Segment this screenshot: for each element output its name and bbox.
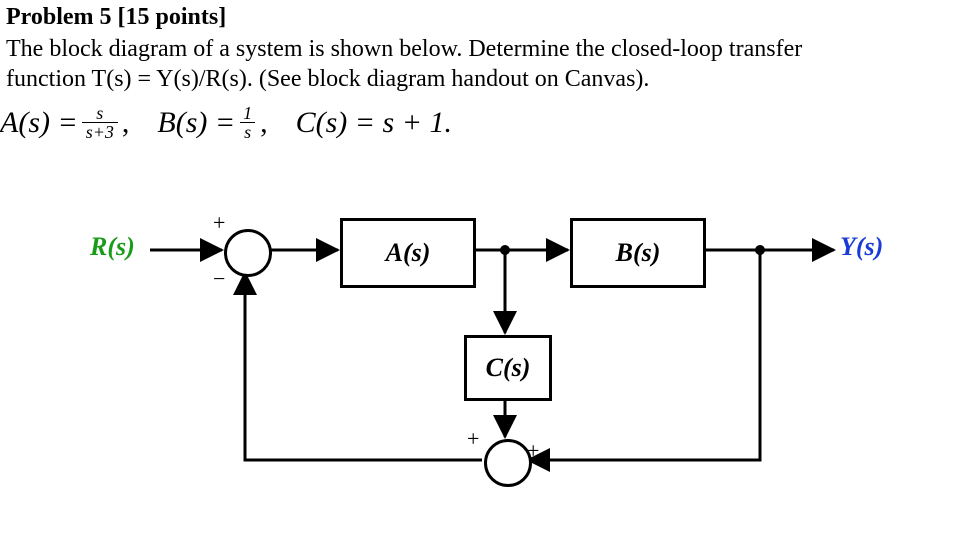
eq-A-lhs: A(s) =: [0, 106, 78, 140]
eq-B-frac: 1 s: [239, 104, 256, 141]
block-C-label: C(s): [486, 353, 531, 383]
problem-heading: Problem 5 [15 points]: [6, 4, 226, 31]
sum2-plus-right: +: [527, 438, 539, 464]
block-B: B(s): [570, 218, 706, 288]
block-B-label: B(s): [616, 238, 661, 268]
block-diagram: R(s) Y(s) A(s) B(s) C(s) + − + +: [80, 200, 900, 530]
equation-definitions: A(s) = s s+3 , B(s) = 1 s , C(s) = s + 1…: [0, 104, 480, 141]
eq-A-num: s: [92, 104, 107, 122]
sum2-plus-left: +: [467, 426, 479, 452]
pickoff-point-Y: [755, 245, 765, 255]
summing-junction-2: [484, 439, 532, 487]
eq-C: C(s) = s + 1.: [296, 106, 452, 140]
block-A: A(s): [340, 218, 476, 288]
sum1-minus-sign: −: [213, 266, 225, 292]
eq-A-tail: ,: [122, 106, 130, 140]
eq-A: A(s) = s s+3 ,: [0, 104, 129, 141]
pickoff-point-A-out: [500, 245, 510, 255]
input-label-R: R(s): [90, 232, 135, 262]
sum1-plus-sign: +: [213, 210, 225, 236]
eq-A-frac: s s+3: [82, 104, 118, 141]
body-line-2: function T(s) = Y(s)/R(s). (See block di…: [6, 66, 649, 92]
eq-B-num: 1: [239, 104, 256, 122]
eq-B-den: s: [240, 122, 255, 141]
output-label-Y: Y(s): [840, 232, 883, 262]
block-A-label: A(s): [386, 238, 431, 268]
eq-B-tail: ,: [260, 106, 268, 140]
eq-B: B(s) = 1 s ,: [157, 104, 267, 141]
body-line-1: The block diagram of a system is shown b…: [6, 36, 802, 62]
eq-B-lhs: B(s) =: [157, 106, 235, 140]
eq-A-den: s+3: [82, 122, 118, 141]
block-C: C(s): [464, 335, 552, 401]
summing-junction-1: [224, 229, 272, 277]
eq-C-full: C(s) = s + 1.: [296, 106, 452, 140]
problem-statement: The block diagram of a system is shown b…: [6, 34, 958, 94]
